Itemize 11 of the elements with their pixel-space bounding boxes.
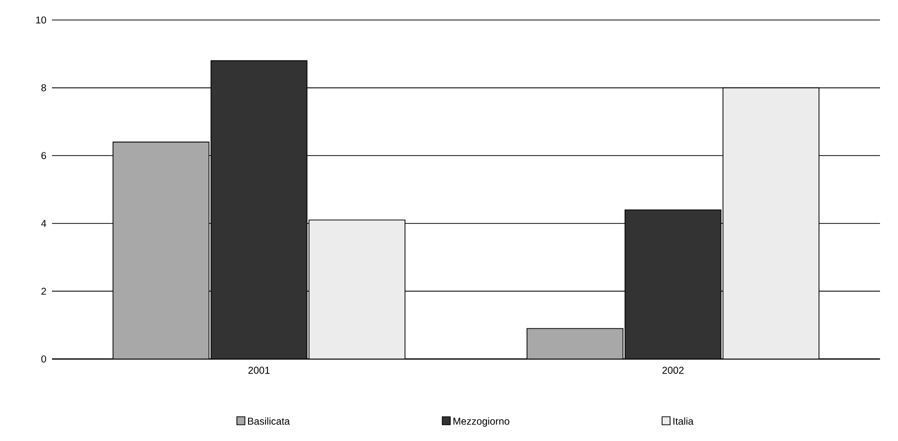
legend-label: Basilicata [248, 417, 290, 425]
x-tick-label: 2002 [662, 366, 684, 374]
legend-label: Mezzogiorno [453, 417, 510, 427]
y-tick-label: 0 [41, 355, 46, 363]
y-tick-label: 8 [41, 84, 46, 92]
y-tick-label: 4 [41, 220, 46, 227]
legend-label: Italia [673, 417, 694, 425]
y-tick-label: 2 [41, 288, 46, 295]
y-tick-label: 10 [36, 16, 46, 24]
y-tick-label: 6 [41, 152, 46, 160]
x-tick-label: 2001 [248, 366, 270, 374]
